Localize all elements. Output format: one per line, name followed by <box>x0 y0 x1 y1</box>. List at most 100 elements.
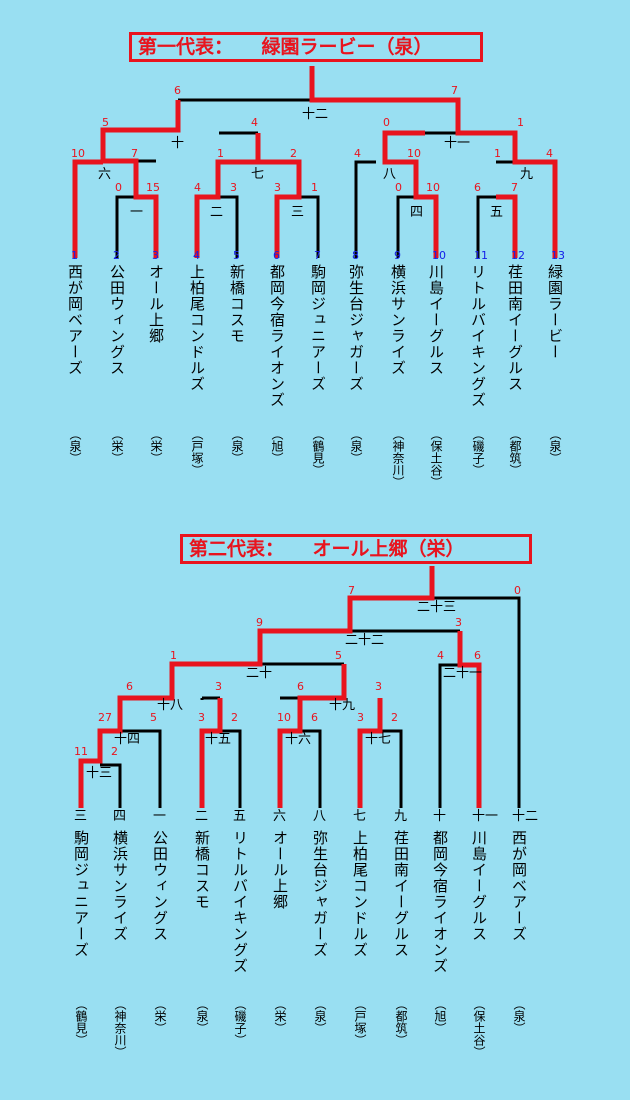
game-label: 二十一 <box>443 666 483 681</box>
team-district: （泉） <box>68 428 82 464</box>
team-district: （栄） <box>153 998 167 1034</box>
score: 7 <box>451 84 458 97</box>
bracket2-title: 第二代表： オール上郷（栄） <box>180 534 532 564</box>
seed-number: 9 <box>394 249 401 262</box>
score: 0 <box>514 584 521 597</box>
score: 5 <box>150 711 157 724</box>
seed-number: 11 <box>474 249 488 262</box>
team-district: （泉） <box>349 428 363 464</box>
seed-number: 13 <box>551 249 565 262</box>
team-district: （栄） <box>110 428 124 464</box>
game-number: 三 <box>74 809 88 824</box>
seed-number: 8 <box>352 249 359 262</box>
game-label: 十九 <box>329 698 356 713</box>
game-label: 八 <box>383 167 397 182</box>
score: 2 <box>290 147 297 160</box>
seed-number: 7 <box>314 249 321 262</box>
team-district: （神奈川） <box>113 998 127 1058</box>
team-name: 弥生台ジャガーズ <box>311 830 329 958</box>
score: 1 <box>311 181 318 194</box>
team-name: 上柏尾コンドルズ <box>351 830 369 958</box>
team-name: 駒岡ジュニアーズ <box>72 830 90 958</box>
score: 10 <box>277 711 291 724</box>
game-number: 十二 <box>512 809 539 824</box>
game-label: 十一 <box>444 136 471 151</box>
team-name: 上柏尾コンドルズ <box>188 264 206 392</box>
team-district: （泉） <box>548 428 562 464</box>
team-district: （都筑） <box>508 428 522 476</box>
seed-number: 4 <box>193 249 200 262</box>
game-label: 十七 <box>365 732 392 747</box>
game-label: 二 <box>210 205 224 220</box>
score: 6 <box>174 84 181 97</box>
game-label: 十六 <box>285 732 312 747</box>
team-name: 新橋コスモ <box>193 830 211 910</box>
team-name: 荏田南イーグルス <box>506 264 524 392</box>
game-label: 九 <box>520 167 534 182</box>
team-name: 横浜サンライズ <box>111 830 129 942</box>
bracket1-title: 第一代表： 緑園ラービー（泉） <box>129 32 483 62</box>
score: 5 <box>335 649 342 662</box>
game-label: 四 <box>410 205 424 220</box>
score: 3 <box>357 711 364 724</box>
team-name: 新橋コスモ <box>228 264 246 344</box>
score: 10 <box>407 147 421 160</box>
score: 7 <box>348 584 355 597</box>
score: 9 <box>256 616 263 629</box>
team-name: 都岡今宿ライオンズ <box>431 830 449 974</box>
game-number: 二 <box>195 809 209 824</box>
score: 1 <box>494 147 501 160</box>
team-name: リトルバイキングズ <box>231 830 249 974</box>
score: 1 <box>170 649 177 662</box>
team-name: 駒岡ジュニアーズ <box>309 264 327 392</box>
team-district: （栄） <box>149 428 163 464</box>
game-label: 十八 <box>157 698 184 713</box>
seed-number: 2 <box>113 249 120 262</box>
game-label: 十 <box>171 136 185 151</box>
score: 2 <box>111 745 118 758</box>
score: 3 <box>198 711 205 724</box>
game-label: 五 <box>490 205 504 220</box>
team-district: （保土谷） <box>429 428 443 488</box>
team-district: （神奈川） <box>391 428 405 488</box>
game-number: 十一 <box>472 809 499 824</box>
team-district: （旭） <box>270 428 284 464</box>
team-name: 緑園ラービー <box>546 264 564 360</box>
score: 6 <box>474 181 481 194</box>
game-label: 六 <box>98 167 112 182</box>
team-district: （保土谷） <box>472 998 486 1058</box>
score: 11 <box>74 745 88 758</box>
game-label: 十四 <box>114 732 141 747</box>
score: 4 <box>251 116 258 129</box>
score: 0 <box>115 181 122 194</box>
score: 4 <box>437 649 444 662</box>
score: 6 <box>474 649 481 662</box>
score: 27 <box>98 711 112 724</box>
game-label: 二十二 <box>345 633 385 648</box>
team-district: （戸塚） <box>190 428 204 476</box>
team-name: 横浜サンライズ <box>389 264 407 376</box>
game-label: 七 <box>251 167 265 182</box>
score: 3 <box>375 680 382 693</box>
score: 1 <box>517 116 524 129</box>
game-label: 十五 <box>205 732 232 747</box>
team-name: 西が岡ベアーズ <box>66 264 84 376</box>
score: 4 <box>546 147 553 160</box>
team-name: 弥生台ジャガーズ <box>347 264 365 392</box>
score: 6 <box>311 711 318 724</box>
score: 15 <box>146 181 160 194</box>
game-label: 一 <box>130 205 144 220</box>
score: 6 <box>126 680 133 693</box>
team-district: （都筑） <box>394 998 408 1046</box>
score: 3 <box>230 181 237 194</box>
seed-number: 12 <box>511 249 525 262</box>
score: 3 <box>455 616 462 629</box>
score: 4 <box>194 181 201 194</box>
score: 4 <box>354 147 361 160</box>
team-name: 川島イーグルス <box>427 264 445 376</box>
score: 0 <box>383 116 390 129</box>
score: 7 <box>131 147 138 160</box>
team-name: リトルバイキングズ <box>469 264 487 408</box>
team-district: （栄） <box>273 998 287 1034</box>
score: 2 <box>391 711 398 724</box>
